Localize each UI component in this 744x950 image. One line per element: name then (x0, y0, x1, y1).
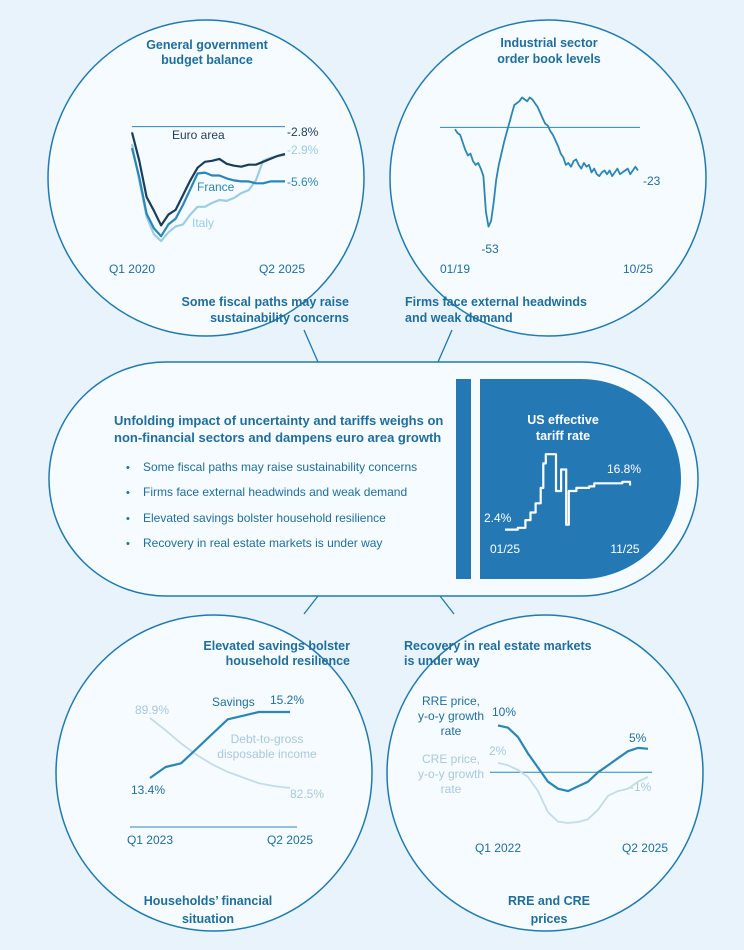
bullet-dot: • (126, 538, 130, 550)
households-x-start-label: Q1 2023 (127, 833, 173, 847)
savings-end-label: 15.2% (270, 693, 304, 707)
connector-budget (303, 329, 319, 363)
connectors (303, 329, 455, 615)
tariff-end-label: 16.8% (607, 462, 641, 476)
bullet-dot: • (126, 487, 130, 499)
households-title-line1: Elevated savings bolster (203, 639, 350, 653)
households-panel (55, 614, 373, 932)
budget-caption-line2: sustainability concerns (210, 311, 349, 325)
realestate-caption-line1: RRE and CRE (508, 894, 590, 908)
realestate-panel (386, 614, 704, 932)
budget-series-france-name: France (197, 180, 235, 194)
orders-end-label: -23 (643, 174, 661, 188)
savings-line (149, 710, 290, 779)
rre-series-name: RRE price, y-o-y growth rate (418, 694, 484, 738)
orders-panel (389, 19, 707, 337)
budget-text: General government budget balance Some f… (109, 38, 349, 325)
households-text: Elevated savings bolster household resil… (127, 639, 350, 926)
realestate-caption-line2: prices (531, 912, 568, 926)
orders-line (454, 96, 639, 228)
budget-panel (47, 19, 365, 337)
tariff-box (480, 379, 681, 579)
orders-text: Industrial sector order book levels Firm… (405, 36, 661, 325)
debt-start-label: 89.9% (135, 703, 169, 717)
realestate-chart (490, 724, 652, 824)
tariff-x-start-label: 01/25 (490, 542, 520, 556)
tariff-x-end-label: 11/25 (610, 542, 639, 556)
orders-title-line2: order book levels (497, 52, 601, 66)
budget-series-italy-name: Italy (192, 216, 214, 230)
budget-euro-area-line (130, 132, 286, 227)
orders-chart (440, 96, 640, 228)
orders-min-label: -53 (481, 242, 499, 256)
tariff-chart (505, 453, 632, 531)
savings-series-name: Savings (212, 695, 255, 709)
realestate-x-end-label: Q2 2025 (622, 841, 668, 855)
bullet-item: Firms face external headwinds and weak d… (143, 485, 407, 499)
tariff-stripe (456, 379, 471, 579)
debt-end-label: 82.5% (290, 787, 324, 801)
center-title-line2: non-financial sectors and dampens euro a… (114, 430, 441, 445)
bullet-item: Some fiscal paths may raise sustainabili… (143, 460, 417, 474)
bullet-dot: • (126, 462, 130, 474)
households-chart (130, 710, 297, 828)
rre-line (497, 724, 649, 793)
savings-start-label: 13.4% (131, 783, 165, 797)
bullet-item: Recovery in real estate markets is under… (143, 536, 382, 550)
budget-chart (130, 126, 286, 243)
budget-title-line1: General government (146, 38, 268, 52)
orders-title-line1: Industrial sector (500, 36, 597, 50)
connector-households (303, 595, 319, 615)
cre-end-label: -1% (630, 780, 652, 794)
realestate-x-start-label: Q1 2022 (475, 841, 521, 855)
cre-line (497, 762, 649, 824)
debt-series-name: Debt-to-gross disposable income (217, 732, 317, 761)
households-caption-line1: Households’ financial (144, 894, 273, 908)
households-x-end-label: Q2 2025 (267, 833, 313, 847)
realestate-title-line2: is under way (404, 654, 480, 668)
households-title-line2: household resilience (226, 654, 350, 668)
rre-end-label: 5% (629, 731, 647, 745)
connector-realestate (439, 595, 455, 615)
realestate-title-line1: Recovery in real estate markets (404, 639, 592, 653)
budget-caption-line1: Some fiscal paths may raise (182, 295, 349, 309)
orders-x-start-label: 01/19 (440, 262, 470, 276)
budget-france-end-label: -5.6% (287, 175, 319, 189)
orders-caption-line2: and weak demand (405, 311, 513, 325)
households-caption-line2: situation (182, 912, 234, 926)
connector-orders (437, 329, 453, 363)
center-text: Unfolding impact of uncertainty and tari… (114, 413, 443, 550)
budget-x-end-label: Q2 2025 (259, 262, 305, 276)
budget-italy-end-label: -2.9% (287, 143, 319, 157)
tariff-line (505, 453, 632, 531)
budget-series-euro-area-name: Euro area (172, 128, 225, 142)
cre-series-name: CRE price, y-o-y growth rate (418, 752, 484, 796)
bullet-dot: • (126, 513, 130, 525)
budget-title-line2: budget balance (161, 53, 253, 67)
tariff-start-label: 2.4% (484, 511, 512, 525)
tariff-title-line2: tariff rate (536, 429, 590, 443)
orders-x-end-label: 10/25 (623, 262, 653, 276)
center-title-line1: Unfolding impact of uncertainty and tari… (114, 413, 443, 428)
bullet-item: Elevated savings bolster household resil… (143, 511, 386, 525)
rre-start-label: 10% (492, 705, 516, 719)
debt-line (149, 717, 291, 789)
orders-caption-line1: Firms face external headwinds (405, 295, 587, 309)
tariff-title-line1: US effective (527, 413, 599, 427)
tariff-text: US effective tariff rate 2.4% 16.8% 01/2… (484, 413, 641, 556)
cre-start-label: 2% (489, 744, 507, 758)
budget-france-line (130, 147, 285, 238)
budget-euro-area-end-label: -2.8% (287, 125, 319, 139)
budget-x-start-label: Q1 2020 (109, 262, 155, 276)
budget-italy-line (130, 143, 286, 243)
